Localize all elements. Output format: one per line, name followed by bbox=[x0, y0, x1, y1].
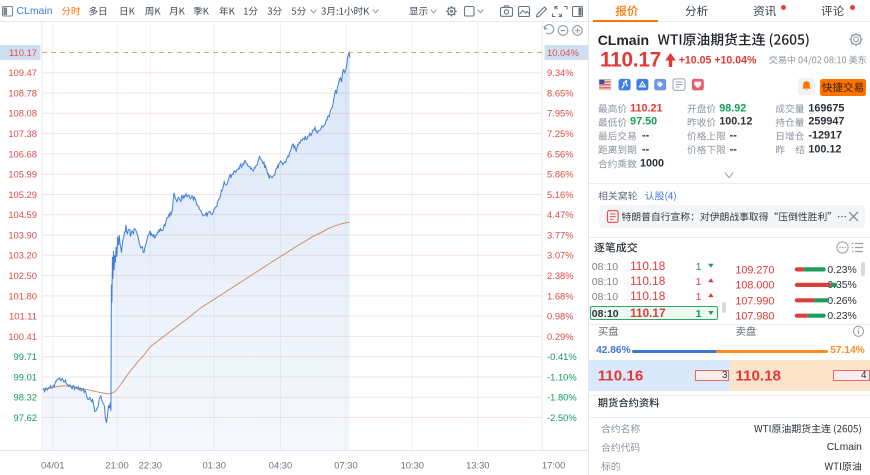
svg-text:107.38: 107.38 bbox=[8, 128, 37, 139]
svg-text:3.07%: 3.07% bbox=[547, 250, 574, 261]
svg-text:13:30: 13:30 bbox=[466, 460, 489, 471]
svg-text:3.77%: 3.77% bbox=[547, 229, 574, 240]
svg-text:109.47: 109.47 bbox=[8, 67, 37, 78]
svg-text:7.25%: 7.25% bbox=[547, 128, 574, 139]
svg-text:1.68%: 1.68% bbox=[547, 290, 574, 301]
svg-text:-2.50%: -2.50% bbox=[547, 412, 577, 423]
svg-text:8.65%: 8.65% bbox=[547, 88, 574, 99]
svg-text:-1.10%: -1.10% bbox=[547, 371, 577, 382]
svg-text:102.50: 102.50 bbox=[8, 270, 37, 281]
svg-text:0.98%: 0.98% bbox=[547, 311, 574, 322]
svg-text:101.80: 101.80 bbox=[8, 290, 37, 301]
svg-text:10:30: 10:30 bbox=[401, 460, 424, 471]
svg-text:07:30: 07:30 bbox=[334, 460, 357, 471]
svg-text:-1.80%: -1.80% bbox=[547, 392, 577, 403]
svg-text:21:00: 21:00 bbox=[105, 460, 128, 471]
svg-text:2.38%: 2.38% bbox=[547, 270, 574, 281]
svg-text:104.59: 104.59 bbox=[8, 209, 37, 220]
svg-text:6.56%: 6.56% bbox=[547, 148, 574, 159]
svg-text:01:30: 01:30 bbox=[202, 460, 225, 471]
svg-text:4.47%: 4.47% bbox=[547, 209, 574, 220]
svg-text:98.32: 98.32 bbox=[14, 392, 37, 403]
svg-text:103.90: 103.90 bbox=[8, 229, 37, 240]
svg-text:17:00: 17:00 bbox=[542, 460, 565, 471]
svg-text:5.16%: 5.16% bbox=[547, 189, 574, 200]
svg-text:9.34%: 9.34% bbox=[547, 67, 574, 78]
svg-text:04/01: 04/01 bbox=[41, 460, 64, 471]
svg-text:110.17: 110.17 bbox=[9, 47, 37, 58]
svg-text:105.29: 105.29 bbox=[8, 189, 37, 200]
svg-text:103.20: 103.20 bbox=[8, 250, 37, 261]
svg-text:10.04%: 10.04% bbox=[547, 47, 579, 58]
svg-text:04:30: 04:30 bbox=[269, 460, 292, 471]
svg-text:108.78: 108.78 bbox=[8, 88, 37, 99]
svg-text:97.62: 97.62 bbox=[14, 412, 37, 423]
svg-text:0.29%: 0.29% bbox=[547, 331, 574, 342]
svg-text:105.99: 105.99 bbox=[8, 169, 37, 180]
svg-text:5.86%: 5.86% bbox=[547, 169, 574, 180]
svg-text:101.11: 101.11 bbox=[9, 311, 37, 322]
svg-text:7.95%: 7.95% bbox=[547, 108, 574, 119]
svg-text:106.68: 106.68 bbox=[8, 148, 37, 159]
svg-text:22:30: 22:30 bbox=[139, 460, 162, 471]
svg-text:99.71: 99.71 bbox=[14, 351, 37, 362]
svg-text:100.41: 100.41 bbox=[8, 331, 37, 342]
svg-text:108.08: 108.08 bbox=[8, 108, 37, 119]
svg-text:-0.41%: -0.41% bbox=[547, 351, 577, 362]
svg-text:99.01: 99.01 bbox=[14, 371, 37, 382]
